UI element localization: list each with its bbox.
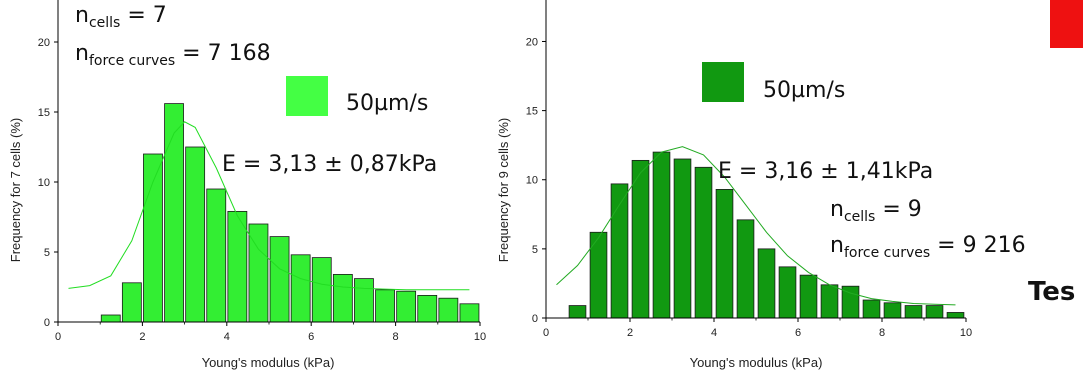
chart-1-bar: [269, 236, 290, 323]
chart-2-e-value: E = 3,16 ± 1,41kPa: [718, 159, 933, 184]
chart-1-fit-curve: [68, 121, 470, 291]
chart-1-xtick-label: 4: [224, 331, 230, 343]
chart-2-legend-label: 50µm/s: [763, 78, 845, 103]
chart-2-legend-swatch: [702, 62, 744, 102]
chart-1-yticks: 0 5 10 15 20: [38, 37, 58, 329]
chart-1-xtick-label: 8: [393, 331, 399, 343]
chart-2-ylabel: Frequency for 9 cells (%): [496, 118, 511, 263]
chart-1-bar: [459, 303, 480, 323]
chart-1-nforce: nforce curves = 7 168: [75, 41, 271, 69]
corner-red-marker: [1050, 0, 1083, 48]
chart-2-bar: [904, 305, 923, 319]
chart-1-bar: [121, 282, 142, 323]
chart-2-bar: [673, 158, 692, 319]
chart-1-ytick-label: 5: [44, 247, 50, 259]
chart-2-yticks: 0 5 10 15 20: [526, 36, 546, 325]
chart-1-ncells: ncells = 7: [75, 3, 167, 31]
chart-2-xlabel: Young's modulus (kPa): [690, 355, 823, 370]
chart-1-xtick-label: 6: [308, 331, 314, 343]
chart-2-bar: [946, 312, 965, 319]
chart-1-ytick-label: 15: [38, 107, 50, 119]
chart-1-bar: [290, 254, 311, 323]
chart-2-bar: [652, 151, 671, 319]
chart-2-bar: [862, 299, 881, 319]
chart-1: Frequency for 7 cells (%) Young's modulu…: [8, 0, 486, 370]
chart-2-bar: [736, 219, 755, 319]
chart-1-xtick-label: 10: [474, 331, 486, 343]
chart-1-bar: [100, 314, 121, 323]
chart-2-xtick-label: 8: [879, 327, 885, 339]
chart-1-bar: [185, 146, 206, 323]
chart-1-bar: [227, 210, 248, 323]
chart-1-bar: [164, 103, 184, 323]
chart-1-ytick-label: 20: [38, 37, 50, 49]
chart-2-ytick-label: 15: [526, 106, 538, 118]
chart-2-bar: [757, 248, 776, 319]
chart-1-bar: [143, 153, 163, 323]
chart-1-legend-label: 50µm/s: [346, 91, 428, 116]
chart-1-xtick-label: 2: [139, 331, 145, 343]
chart-2-xtick-label: 4: [711, 327, 717, 339]
chart-1-ytick-label: 0: [44, 317, 50, 329]
chart-2-ytick-label: 10: [526, 175, 538, 187]
chart-1-ytick-label: 10: [38, 177, 50, 189]
chart-1-bar: [396, 290, 417, 323]
chart-1-e-value: E = 3,13 ± 0,87kPa: [222, 152, 437, 177]
chart-1-legend-swatch: [286, 76, 328, 116]
chart-2-nforce: nforce curves = 9 216: [830, 233, 1026, 261]
chart-2-ytick-label: 0: [532, 313, 538, 325]
chart-1-bar: [311, 257, 332, 323]
chart-2-bar: [883, 302, 902, 319]
chart-2-xtick-label: 2: [627, 327, 633, 339]
chart-2-bar: [799, 274, 818, 319]
chart-1-xlabel: Young's modulus (kPa): [202, 355, 335, 370]
chart-2-bar: [568, 305, 587, 319]
chart-1-bar: [206, 188, 227, 323]
chart-2-bar: [715, 189, 734, 319]
chart-2-bar: [925, 305, 944, 319]
chart-1-xtick-label: 0: [55, 331, 61, 343]
chart-2-xtick-label: 6: [795, 327, 801, 339]
chart-2-ncells: ncells = 9: [830, 197, 922, 225]
chart-2-bar: [820, 284, 839, 319]
chart-1-bar: [375, 289, 395, 323]
chart-2-ytick-label: 20: [526, 36, 538, 48]
chart-2-xticks: 0 2 4 6 8 10: [543, 318, 972, 339]
chart-1-xticks: 0 2 4 6 8 10: [55, 322, 486, 343]
chart-1-bar: [332, 273, 353, 323]
chart-2-bar: [631, 159, 650, 319]
chart-2-xtick-label: 0: [543, 327, 549, 339]
chart-1-bars: [100, 103, 480, 323]
chart-1-bar: [354, 278, 374, 323]
chart-2-bar: [694, 166, 713, 319]
chart-2-ytick-label: 5: [532, 244, 538, 256]
chart-1-bar: [417, 294, 438, 323]
chart-1-bar: [438, 297, 459, 323]
chart-2: Frequency for 9 cells (%) Young's modulu…: [496, 0, 1026, 370]
chart-2-fit-curve: [556, 146, 956, 306]
chart-2-bar: [778, 266, 797, 319]
cropped-title-fragment: Tes: [1028, 277, 1075, 307]
chart-2-xtick-label: 10: [960, 327, 972, 339]
chart-1-ylabel: Frequency for 7 cells (%): [8, 118, 23, 263]
